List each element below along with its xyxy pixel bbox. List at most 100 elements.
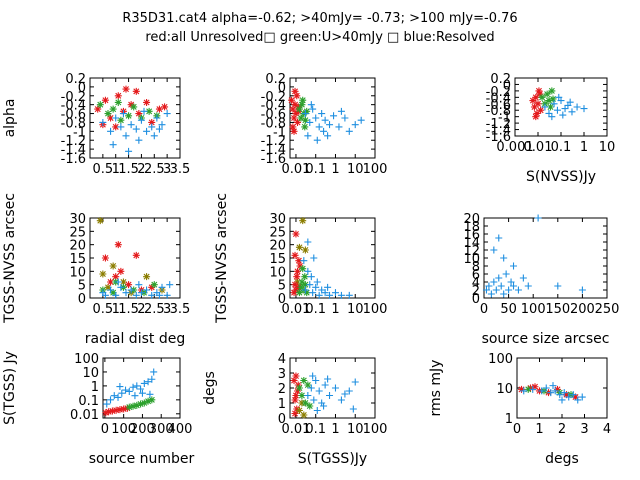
y-tick-label: 0 bbox=[278, 412, 286, 427]
data-point bbox=[143, 273, 151, 281]
y-tick-label: 4 bbox=[278, 352, 286, 367]
data-point bbox=[109, 105, 117, 113]
data-point bbox=[114, 98, 122, 106]
data-point bbox=[137, 289, 145, 297]
data-point bbox=[99, 118, 107, 126]
data-point bbox=[105, 408, 113, 416]
y-tick-label: -1 bbox=[73, 125, 86, 140]
data-point bbox=[315, 291, 323, 299]
data-point bbox=[568, 108, 576, 116]
data-point bbox=[520, 387, 528, 395]
data-point bbox=[101, 291, 109, 299]
data-point bbox=[133, 382, 141, 390]
data-point bbox=[112, 114, 120, 122]
x-tick-label: 1 bbox=[331, 162, 339, 177]
data-point bbox=[345, 291, 353, 299]
y-tick-label: 10 bbox=[463, 252, 480, 267]
data-point bbox=[304, 132, 312, 140]
data-point bbox=[545, 97, 553, 105]
data-point bbox=[304, 392, 312, 399]
data-point bbox=[297, 114, 305, 122]
data-point bbox=[117, 123, 125, 131]
data-point bbox=[129, 383, 137, 391]
data-point bbox=[331, 384, 339, 392]
data-point bbox=[549, 95, 557, 103]
series-blue bbox=[520, 382, 586, 404]
data-point bbox=[529, 97, 537, 105]
y-tick-label: 0.01 bbox=[70, 408, 99, 423]
data-point bbox=[148, 283, 156, 291]
y-tick-label: 0 bbox=[472, 292, 480, 307]
data-point bbox=[518, 385, 525, 393]
data-point bbox=[292, 230, 300, 238]
x-tick-label: 3 bbox=[163, 302, 171, 317]
data-point bbox=[324, 375, 332, 383]
data-point bbox=[580, 105, 588, 113]
y-tick-label: 4 bbox=[472, 276, 480, 291]
data-point bbox=[291, 87, 299, 95]
data-point bbox=[166, 281, 174, 289]
y-axis-label: S(TGSS) Jy bbox=[2, 351, 18, 425]
x-tick-label: 0 bbox=[480, 302, 488, 317]
y-tick-label: -1.6 bbox=[261, 152, 286, 167]
data-point bbox=[300, 411, 308, 419]
x-tick-label: 2 bbox=[558, 422, 566, 437]
data-point bbox=[295, 407, 303, 414]
data-point bbox=[150, 132, 158, 140]
data-point bbox=[301, 246, 309, 254]
data-point bbox=[351, 121, 359, 129]
data-point bbox=[148, 375, 156, 383]
x-tick-label: 0.1 bbox=[305, 422, 326, 437]
series-blue bbox=[541, 93, 588, 121]
y-tick-label: -0.6 bbox=[261, 108, 286, 123]
data-point bbox=[542, 384, 550, 392]
x-tick-label: 1 bbox=[580, 140, 588, 155]
data-point bbox=[112, 406, 120, 414]
y-tick-label: 1 bbox=[91, 380, 99, 395]
data-point bbox=[294, 267, 302, 275]
data-point bbox=[326, 392, 334, 399]
data-point bbox=[107, 114, 115, 122]
data-point bbox=[297, 283, 305, 291]
data-point bbox=[118, 389, 126, 397]
data-point bbox=[299, 217, 307, 225]
data-point bbox=[108, 407, 116, 415]
y-tick-label: 0.2 bbox=[265, 72, 286, 87]
data-point bbox=[495, 234, 503, 242]
data-point bbox=[543, 90, 551, 98]
x-tick-label: 0.1 bbox=[551, 140, 572, 155]
data-point bbox=[107, 127, 115, 135]
data-point bbox=[107, 396, 115, 404]
data-point bbox=[96, 217, 104, 225]
data-point bbox=[288, 96, 296, 104]
data-point bbox=[507, 278, 515, 286]
data-point bbox=[290, 377, 298, 384]
data-point bbox=[331, 289, 339, 297]
series-green bbox=[295, 377, 314, 410]
x-tick-label: 0.01 bbox=[281, 302, 310, 317]
y-axis-label: rms mJy bbox=[428, 360, 444, 417]
data-point bbox=[150, 281, 158, 289]
data-point bbox=[163, 110, 171, 118]
data-point bbox=[291, 410, 299, 417]
data-point bbox=[125, 281, 133, 289]
data-point bbox=[547, 389, 555, 397]
data-point bbox=[148, 291, 156, 299]
data-point bbox=[125, 387, 133, 395]
data-point bbox=[104, 283, 112, 291]
x-tick-label: 150 bbox=[545, 302, 570, 317]
data-point bbox=[127, 286, 135, 294]
data-point bbox=[312, 114, 320, 122]
data-point bbox=[135, 281, 143, 289]
data-point bbox=[294, 387, 302, 395]
data-point bbox=[527, 384, 534, 392]
data-point bbox=[330, 112, 338, 120]
series-blue bbox=[99, 278, 174, 299]
figure-title-line2: red:all Unresolved□ green:U>40mJy □ blue… bbox=[145, 30, 494, 45]
data-point bbox=[300, 257, 308, 265]
y-tick-label: 100 bbox=[74, 352, 99, 367]
y-tick-label: -1.6 bbox=[61, 152, 86, 167]
data-point bbox=[125, 403, 133, 411]
x-tick-label: 0.01 bbox=[524, 140, 553, 155]
